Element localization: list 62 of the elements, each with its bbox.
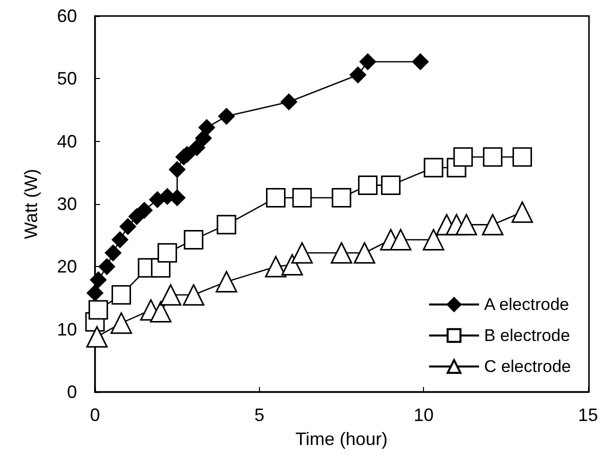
legend-label: A electrode bbox=[484, 295, 570, 314]
point bbox=[280, 94, 298, 110]
y-tick-label: 40 bbox=[56, 131, 77, 152]
point bbox=[195, 130, 212, 146]
point bbox=[332, 188, 352, 208]
point bbox=[266, 188, 286, 208]
point bbox=[412, 53, 429, 70]
point bbox=[330, 242, 352, 264]
point bbox=[360, 53, 376, 70]
point bbox=[120, 218, 136, 235]
point bbox=[104, 244, 122, 262]
y-axis-title: Watt (W) bbox=[21, 168, 41, 240]
point bbox=[112, 285, 132, 305]
point bbox=[350, 66, 366, 84]
x-tick-label: 15 bbox=[578, 405, 598, 425]
legend-label: B electrode bbox=[484, 326, 570, 345]
point bbox=[216, 214, 236, 234]
point bbox=[422, 228, 444, 250]
y-tick-label: 10 bbox=[56, 319, 77, 340]
point bbox=[381, 175, 401, 195]
point bbox=[88, 300, 108, 320]
point bbox=[158, 243, 178, 263]
x-tick-label: 0 bbox=[90, 405, 100, 425]
y-tick-label: 30 bbox=[56, 194, 77, 214]
point bbox=[512, 201, 534, 223]
y-tick-label: 50 bbox=[56, 68, 77, 89]
point bbox=[354, 242, 376, 264]
point bbox=[110, 312, 132, 334]
point bbox=[424, 158, 444, 178]
legend-label: C electrode bbox=[484, 357, 572, 376]
point bbox=[112, 231, 128, 248]
point bbox=[168, 161, 186, 178]
point bbox=[198, 119, 215, 136]
point bbox=[160, 284, 182, 306]
point bbox=[216, 270, 238, 292]
point bbox=[218, 108, 235, 125]
point bbox=[184, 230, 204, 250]
point bbox=[265, 256, 287, 278]
x-tick-label: 10 bbox=[414, 405, 434, 425]
point bbox=[390, 228, 412, 250]
x-tick-label: 5 bbox=[254, 405, 264, 425]
point bbox=[86, 326, 108, 348]
point bbox=[90, 272, 107, 288]
point bbox=[512, 147, 532, 167]
y-tick-label: 0 bbox=[66, 382, 77, 402]
point bbox=[358, 175, 378, 195]
point bbox=[150, 301, 172, 323]
point bbox=[482, 214, 504, 236]
point bbox=[291, 242, 313, 264]
point bbox=[453, 147, 473, 167]
point bbox=[456, 214, 478, 236]
point bbox=[281, 254, 303, 276]
point bbox=[86, 284, 104, 302]
x-axis-title: Time (hour) bbox=[295, 429, 388, 449]
point bbox=[136, 202, 153, 219]
point bbox=[188, 139, 206, 156]
y-tick-label: 20 bbox=[56, 256, 77, 277]
point bbox=[482, 147, 502, 167]
point bbox=[98, 258, 116, 275]
point bbox=[182, 284, 204, 306]
y-tick-label: 60 bbox=[56, 6, 77, 26]
point bbox=[292, 188, 312, 208]
